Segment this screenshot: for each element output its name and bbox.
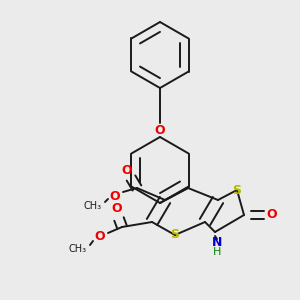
Text: S: S — [232, 184, 242, 196]
Text: CH₃: CH₃ — [84, 201, 102, 211]
Text: O: O — [95, 230, 105, 244]
Text: CH₃: CH₃ — [69, 244, 87, 254]
Text: O: O — [110, 190, 120, 202]
Text: O: O — [122, 164, 132, 176]
Text: O: O — [112, 202, 122, 215]
Text: O: O — [155, 124, 165, 136]
Text: N: N — [212, 236, 222, 248]
Text: S: S — [170, 229, 179, 242]
Text: H: H — [213, 247, 221, 257]
Text: O: O — [267, 208, 277, 221]
